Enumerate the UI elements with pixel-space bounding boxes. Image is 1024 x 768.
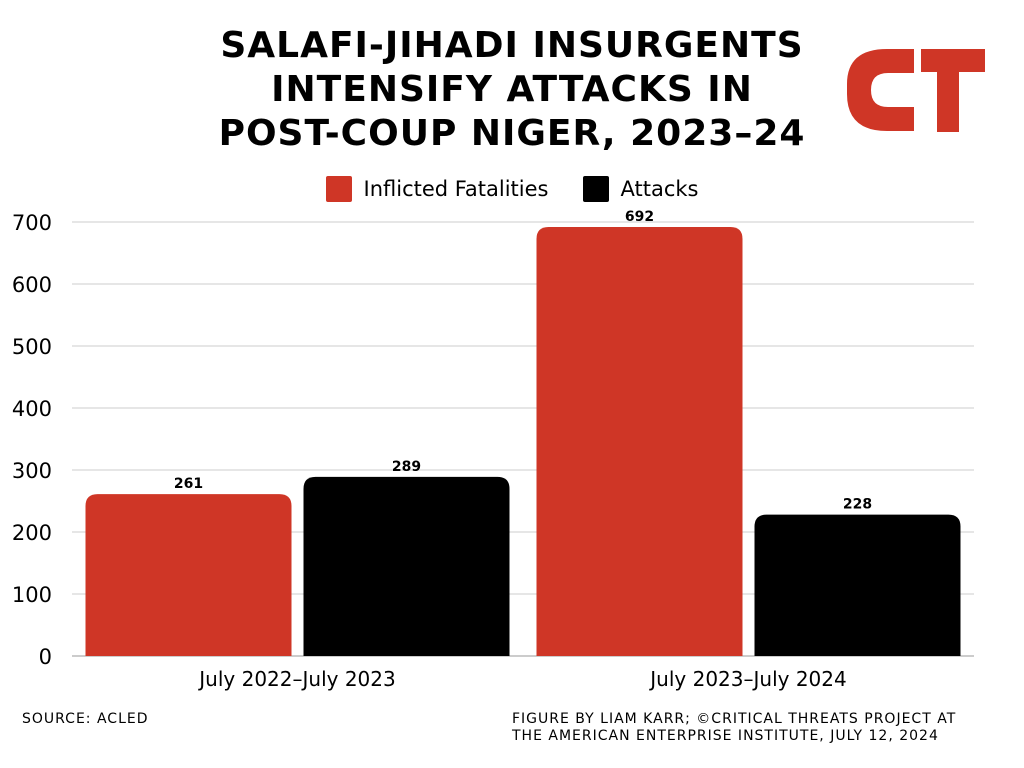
y-tick-label-200: 200 <box>12 521 52 545</box>
label-layer: 0 100 200 300 400 500 600 700 261 289 July 2022–Ju… <box>12 209 872 691</box>
bar-layer <box>85 226 961 656</box>
chart-title: SALAFI-JIHADI INSURGENTS INTENSIFY ATTAC… <box>150 24 874 156</box>
data-label-attacks-0: 289 <box>392 459 421 475</box>
source-note: SOURCE: ACLED <box>22 711 149 727</box>
y-tick-label-0: 0 <box>39 645 52 669</box>
bar-inflicted-fatalities-0 <box>85 494 292 656</box>
bar-inflicted-fatalities-1 <box>536 226 743 656</box>
chart-legend: Inflicted Fatalities Attacks <box>0 172 1024 206</box>
chart-title-line-2: INTENSIFY ATTACKS IN <box>271 69 753 110</box>
legend-label-attacks: Attacks <box>620 177 699 201</box>
y-tick-label-700: 700 <box>12 211 52 235</box>
credit-note-line-2: THE AMERICAN ENTERPRISE INSTITUTE, JULY … <box>512 728 939 744</box>
data-label-inflicted-fatalities-0: 261 <box>174 476 203 492</box>
legend-item-attacks: Attacks <box>582 176 699 202</box>
y-tick-label-400: 400 <box>12 397 52 421</box>
legend-label-fatalities: Inflicted Fatalities <box>363 177 549 201</box>
data-label-inflicted-fatalities-1: 692 <box>625 209 654 225</box>
legend-item-fatalities: Inflicted Fatalities <box>325 176 549 202</box>
x-tick-label-0: July 2022–July 2023 <box>197 667 395 691</box>
credit-note-line-1: FIGURE BY LIAM KARR; ©CRITICAL THREATS P… <box>512 711 957 727</box>
data-label-attacks-1: 228 <box>843 497 872 513</box>
chart-title-line-3: POST-COUP NIGER, 2023–24 <box>218 113 806 154</box>
x-tick-label-1: July 2023–July 2024 <box>648 667 846 691</box>
legend-swatch-attacks <box>582 176 609 202</box>
y-tick-label-500: 500 <box>12 335 52 359</box>
legend-swatch-fatalities <box>325 176 352 202</box>
ct-logo <box>847 49 985 132</box>
credit-note: FIGURE BY LIAM KARR; ©CRITICAL THREATS P… <box>512 711 1012 745</box>
y-tick-label-100: 100 <box>12 583 52 607</box>
bar-chart: 0 100 200 300 400 500 600 700 261 289 July 2022–Ju… <box>12 209 974 691</box>
y-tick-label-600: 600 <box>12 273 52 297</box>
ct-logo-c-shape <box>847 49 914 131</box>
bar-attacks-0 <box>303 476 510 656</box>
bar-attacks-1 <box>754 514 961 656</box>
y-tick-label-300: 300 <box>12 459 52 483</box>
chart-title-line-1: SALAFI-JIHADI INSURGENTS <box>220 25 804 66</box>
ct-logo-t-stem <box>937 49 959 132</box>
